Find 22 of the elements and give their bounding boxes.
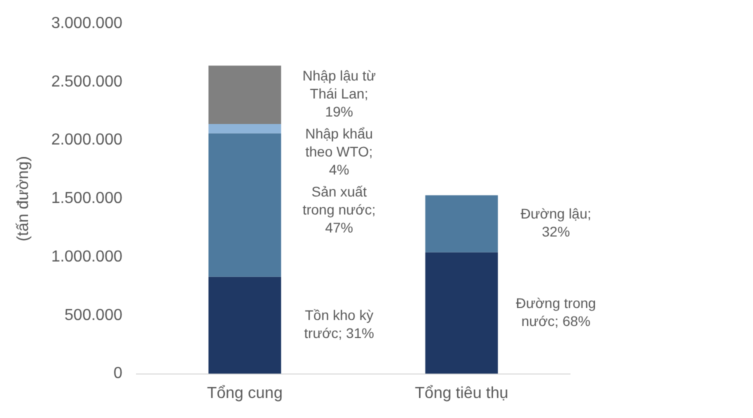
x-tick-label: Tổng cung (206, 384, 283, 402)
annotation: Nhập lậu từ Thái Lan; 19% (302, 68, 376, 120)
bar (425, 195, 498, 252)
annotation: Sản xuất trong nước; 47% (302, 184, 376, 236)
y-tick-label: 500.000 (64, 306, 122, 324)
bar (425, 252, 498, 374)
y-tick-label: 1.500.000 (51, 190, 122, 208)
bar (208, 66, 282, 124)
y-tick-label: 1.000.000 (51, 248, 122, 266)
bar (208, 276, 282, 374)
bar (208, 133, 282, 277)
annotation: Đường lậu; 32% (520, 206, 592, 240)
annotation: Đường trong nước; 68% (516, 294, 596, 329)
x-tick-label: Tổng tiêu thụ (414, 384, 508, 402)
bar (208, 124, 282, 134)
y-tick-label: 2.500.000 (51, 73, 122, 90)
annotation: Nhập khẩu theo WTO; 4% (305, 126, 373, 178)
y-tick-label: 2.000.000 (51, 132, 122, 149)
y-tick-label: 0 (113, 365, 122, 382)
y-axis-title: (tấn đường) (15, 156, 32, 242)
annotation: Tồn kho kỳ trước; 31% (304, 307, 374, 342)
y-tick-label: 3.000.000 (51, 15, 122, 32)
